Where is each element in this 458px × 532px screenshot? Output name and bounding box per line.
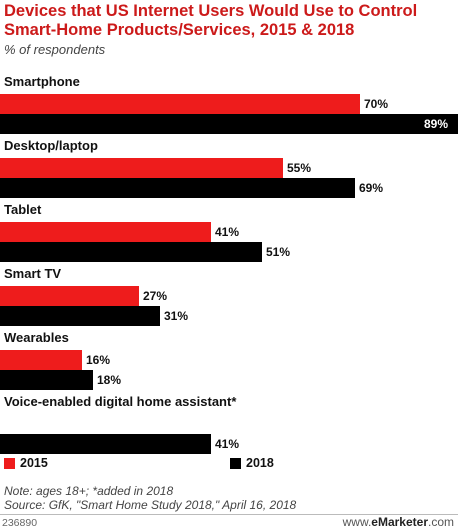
legend-swatch-2018	[230, 458, 241, 469]
bar-2015	[0, 158, 283, 178]
data-label: 16%	[86, 353, 111, 367]
brand-suffix: .com	[427, 515, 454, 529]
bar-2015	[0, 286, 139, 306]
data-label: 55%	[287, 161, 312, 175]
category-label: Smartphone	[4, 74, 80, 89]
legend-label-2018: 2018	[246, 456, 274, 470]
data-label: 27%	[143, 289, 168, 303]
brand-logo: www.eMarketer.com	[343, 515, 454, 529]
brand-name: eMarketer	[371, 515, 428, 529]
data-label: 70%	[364, 97, 389, 111]
chart-source: Source: GfK, "Smart Home Study 2018," Ap…	[4, 498, 297, 512]
chart-note: Note: ages 18+; *added in 2018	[4, 484, 174, 498]
bar-2018	[0, 370, 93, 390]
bar-2018	[0, 114, 458, 134]
bar-2018	[0, 178, 355, 198]
data-label: 41%	[215, 437, 240, 451]
bar-2018	[0, 242, 262, 262]
data-label: 51%	[266, 245, 291, 259]
chart-subtitle: % of respondents	[4, 42, 106, 57]
category-label: Smart TV	[4, 266, 62, 281]
legend-label-2015: 2015	[20, 456, 48, 470]
bar-2015	[0, 94, 360, 114]
bar-2018	[0, 434, 211, 454]
bar-2018	[0, 306, 160, 326]
data-label: 69%	[359, 181, 384, 195]
category-label: Desktop/laptop	[4, 138, 98, 153]
footer-divider	[0, 514, 458, 515]
data-label: 18%	[97, 373, 122, 387]
bar-2015	[0, 350, 82, 370]
brand-prefix: www.	[342, 515, 372, 529]
category-label: Wearables	[4, 330, 69, 345]
data-label: 41%	[215, 225, 240, 239]
legend-swatch-2015	[4, 458, 15, 469]
data-label: 89%	[424, 117, 449, 131]
bar-2015	[0, 222, 211, 242]
category-label: Voice-enabled digital home assistant*	[4, 394, 237, 409]
category-label: Tablet	[4, 202, 42, 217]
chart-title: Devices that US Internet Users Would Use…	[4, 2, 418, 39]
data-label: 31%	[164, 309, 189, 323]
chart-id: 236890	[2, 517, 38, 529]
